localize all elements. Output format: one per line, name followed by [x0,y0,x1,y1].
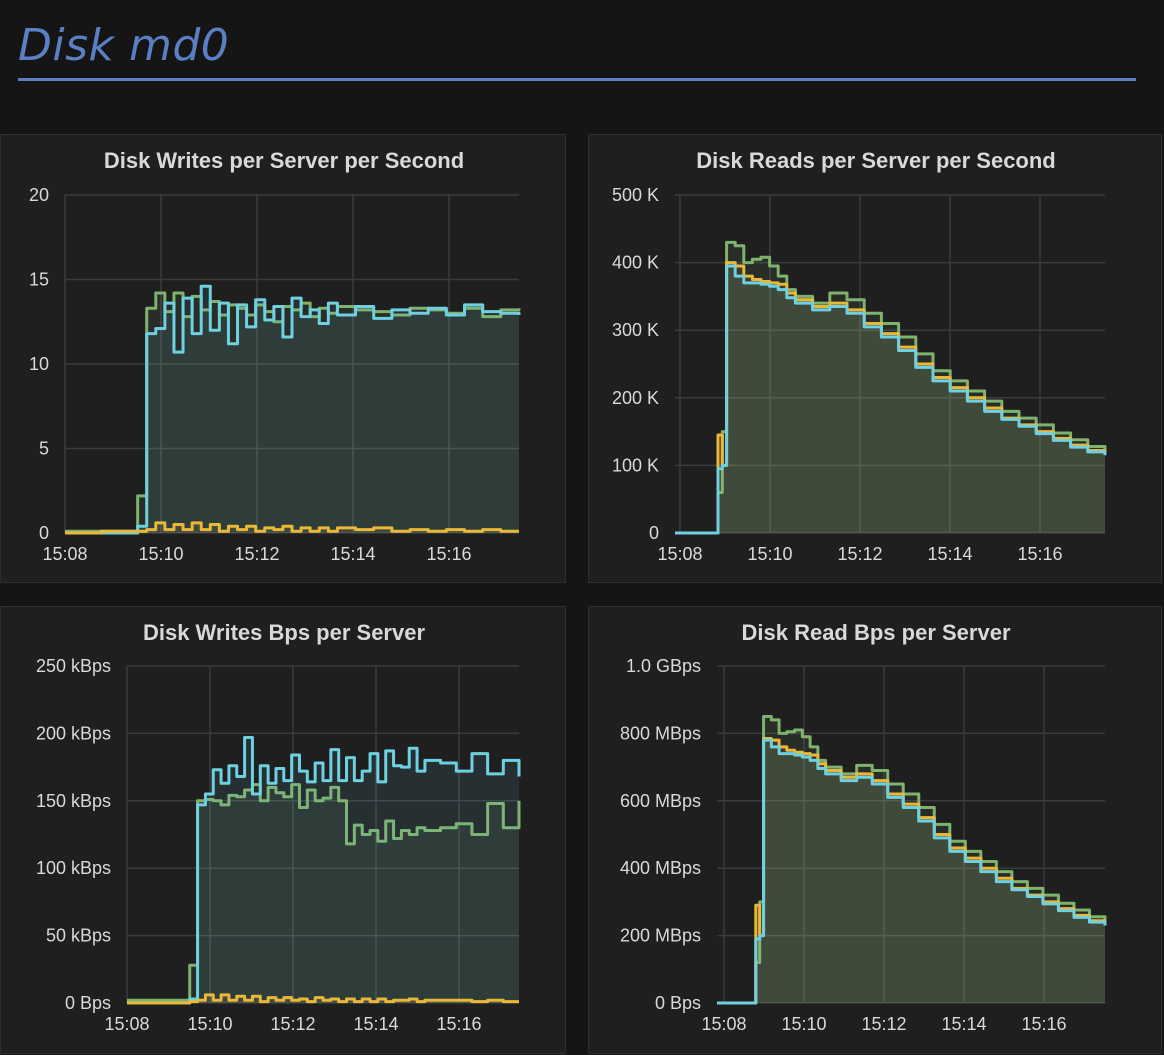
x-tick-label: 15:14 [941,1014,986,1034]
x-tick-label: 15:08 [42,544,87,564]
y-tick-label: 15 [29,270,49,290]
x-tick-label: 15:16 [1021,1014,1066,1034]
series-fill-yellow [717,738,1105,1003]
y-tick-label: 500 K [612,185,659,205]
x-tick-label: 15:14 [330,544,375,564]
x-tick-label: 15:14 [927,544,972,564]
chart-disk-writes-per-second: Disk Writes per Server per Second 20 15 10 5… [29,148,521,564]
series-line-blue [65,284,521,535]
y-tick-label: 20 [29,185,49,205]
x-tick-label: 15:08 [104,1014,149,1034]
x-tick-label: 15:16 [426,544,471,564]
series-fill-blue [717,740,1105,1003]
panel-title: Disk Writes per Server per Second [104,148,464,173]
y-tick-label: 250 kBps [36,656,111,676]
y-tick-label: 800 MBps [620,723,701,743]
chart-disk-writes-bps: Disk Writes Bps per Server 250 kBps 200 kB… [36,620,521,1034]
series-line-blue [717,738,1107,1005]
series-fill-yellow [675,262,1105,533]
row-title-text[interactable]: Disk md0 [18,20,230,71]
x-tick-label: 15:10 [138,544,183,564]
series-line-yellow [65,521,519,535]
series-fill-blue [675,265,1105,533]
series-line-green [65,291,521,533]
series-line-green [127,783,521,1002]
x-tick-label: 15:12 [270,1014,315,1034]
y-tick-label: 200 MBps [620,926,701,946]
y-tick-label: 300 K [612,320,659,340]
chart-disk-reads-per-second: Disk Reads per Server per Second 500 K 400… [612,148,1107,564]
y-tick-label: 200 kBps [36,723,111,743]
panel-title: Disk Read Bps per Server [741,620,1010,645]
series-fill-green [675,242,1105,533]
x-tick-label: 15:16 [1017,544,1062,564]
x-tick-label: 15:10 [747,544,792,564]
series-fill-green [717,716,1105,1003]
series-line-green [717,715,1107,1005]
x-tick-label: 15:12 [837,544,882,564]
x-tick-label: 15:08 [701,1014,746,1034]
y-tick-label: 400 MBps [620,858,701,878]
panel-disk-read-bps[interactable]: Disk Read Bps per Server 1.0 GBps 800 MBps… [588,606,1162,1054]
x-tick-label: 15:16 [436,1014,481,1034]
x-tick-label: 15:14 [353,1014,398,1034]
y-tick-label: 100 K [612,455,659,475]
series-line-yellow [127,993,519,1005]
panel-disk-writes-bps[interactable]: Disk Writes Bps per Server 250 kBps 200 kB… [0,606,566,1054]
series-line-blue [127,735,521,1005]
x-tick-label: 15:08 [657,544,702,564]
series-fill-green [127,784,519,1003]
y-tick-label: 150 kBps [36,791,111,811]
y-tick-label: 0 Bps [65,993,111,1013]
x-tick-label: 15:12 [861,1014,906,1034]
y-tick-label: 1.0 GBps [626,656,701,676]
panel-title: Disk Writes Bps per Server [143,620,425,645]
chart-disk-read-bps: Disk Read Bps per Server 1.0 GBps 800 MBps… [620,620,1107,1034]
x-tick-label: 15:10 [781,1014,826,1034]
panel-disk-writes-per-second[interactable]: Disk Writes per Server per Second 20 15 10 5… [0,134,566,583]
y-tick-label: 0 [39,523,49,543]
row-title[interactable]: Disk md0 [18,18,1136,81]
y-tick-label: 5 [39,439,49,459]
y-tick-label: 200 K [612,388,659,408]
panel-title: Disk Reads per Server per Second [696,148,1056,173]
y-tick-label: 600 MBps [620,791,701,811]
x-tick-label: 15:10 [187,1014,232,1034]
panel-disk-reads-per-second[interactable]: Disk Reads per Server per Second 500 K 400… [588,134,1162,583]
series-fill-blue [127,737,519,1003]
series-fill-blue [65,286,519,533]
y-tick-label: 0 [649,523,659,543]
y-tick-label: 400 K [612,253,659,273]
y-tick-label: 50 kBps [46,926,111,946]
y-tick-label: 0 Bps [655,993,701,1013]
series-line-blue [675,264,1107,535]
series-line-green [675,240,1107,535]
y-tick-label: 100 kBps [36,858,111,878]
x-tick-label: 15:12 [234,544,279,564]
y-tick-label: 10 [29,354,49,374]
